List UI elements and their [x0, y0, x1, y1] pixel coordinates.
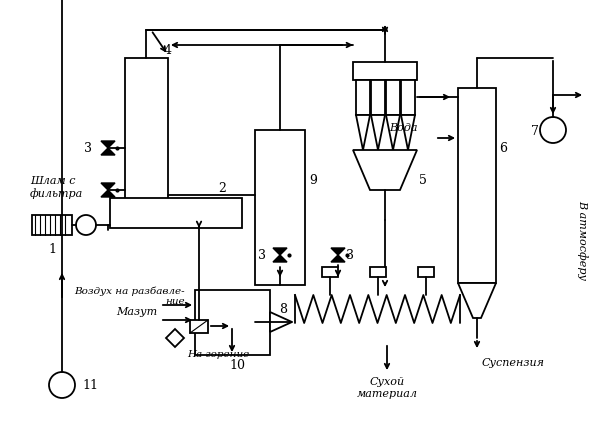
Bar	[458, 88, 496, 283]
Bar	[356, 80, 370, 115]
Polygon shape	[371, 115, 385, 150]
Text: 5: 5	[419, 174, 427, 187]
Bar	[371, 80, 385, 115]
Circle shape	[76, 215, 96, 235]
Bar	[370, 267, 386, 277]
Polygon shape	[331, 255, 345, 262]
Text: Воздух на разбавле-
ние: Воздух на разбавле- ние	[74, 286, 185, 306]
Text: 3: 3	[346, 249, 354, 262]
Bar	[255, 130, 305, 285]
Bar	[195, 290, 270, 355]
Bar	[418, 267, 434, 277]
Bar	[386, 80, 400, 115]
Polygon shape	[401, 115, 415, 150]
Polygon shape	[353, 150, 417, 190]
Polygon shape	[101, 183, 115, 190]
Polygon shape	[270, 312, 292, 332]
Text: Суспензия: Суспензия	[482, 358, 545, 368]
Polygon shape	[356, 115, 370, 150]
Text: 4: 4	[164, 44, 172, 57]
Text: 1: 1	[48, 242, 56, 255]
Polygon shape	[273, 248, 287, 255]
Circle shape	[540, 117, 566, 143]
Polygon shape	[458, 283, 496, 318]
Text: 11: 11	[82, 378, 98, 392]
Polygon shape	[101, 148, 115, 155]
Text: 3: 3	[84, 142, 92, 154]
Polygon shape	[331, 248, 345, 255]
Text: 9: 9	[309, 174, 317, 187]
Text: На горение: На горение	[187, 350, 249, 358]
Text: Сухой
материал: Сухой материал	[356, 377, 418, 399]
Polygon shape	[101, 141, 115, 148]
Bar	[32, 215, 72, 235]
Text: Шлам с
фильтра: Шлам с фильтра	[30, 177, 83, 199]
Bar	[353, 62, 417, 80]
Text: В атмосферу: В атмосферу	[578, 200, 589, 280]
Text: 3: 3	[258, 249, 266, 262]
Bar	[190, 320, 208, 333]
Bar	[125, 58, 168, 225]
Bar	[401, 80, 415, 115]
Polygon shape	[166, 329, 184, 347]
Polygon shape	[273, 255, 287, 262]
Text: Мазут: Мазут	[116, 307, 157, 317]
Polygon shape	[101, 190, 115, 197]
Text: 6: 6	[499, 142, 507, 154]
Bar	[110, 198, 242, 228]
Text: Вода: Вода	[389, 123, 418, 133]
Text: 2: 2	[218, 181, 226, 194]
Polygon shape	[386, 115, 400, 150]
Bar	[322, 267, 338, 277]
Text: 8: 8	[279, 303, 287, 316]
Text: 10: 10	[229, 358, 245, 371]
Circle shape	[49, 372, 75, 398]
Text: 7: 7	[531, 125, 539, 137]
